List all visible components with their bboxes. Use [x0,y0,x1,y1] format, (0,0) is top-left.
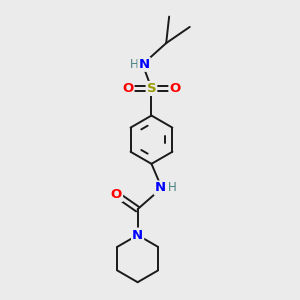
Text: H: H [168,182,176,194]
Text: N: N [155,182,166,194]
Text: O: O [111,188,122,201]
Text: S: S [147,82,156,95]
Text: N: N [139,58,150,71]
Text: N: N [132,229,143,242]
Text: H: H [129,58,138,71]
Text: O: O [122,82,134,95]
Text: O: O [169,82,181,95]
